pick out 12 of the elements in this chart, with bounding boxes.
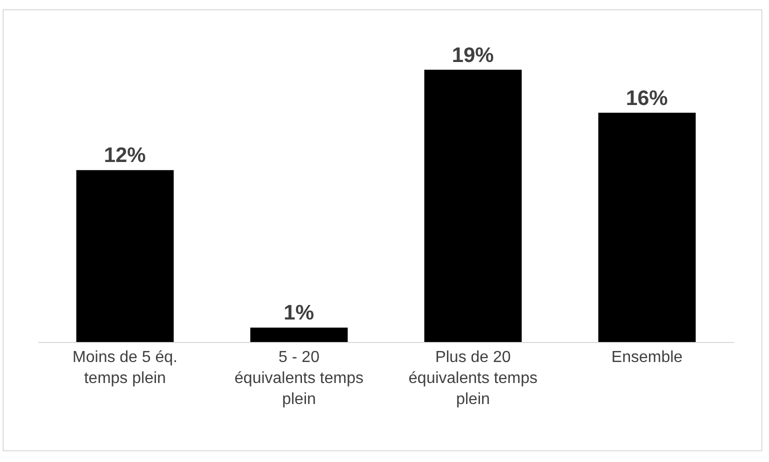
x-tick-label: Plus de 20 équivalents temps plein: [408, 349, 538, 408]
data-label: 12%: [104, 144, 146, 168]
x-tick-label: Moins de 5 éq. temps plein: [72, 349, 178, 387]
data-label: 1%: [284, 302, 314, 325]
data-label: 16%: [626, 86, 668, 110]
data-label: 19%: [452, 44, 494, 67]
bar: [598, 112, 696, 342]
bar: [250, 328, 348, 342]
bar: [76, 170, 174, 342]
x-tick-label: 5 - 20 équivalents temps plein: [234, 349, 364, 408]
bar: [424, 70, 522, 342]
x-tick-label: Ensemble: [611, 349, 683, 366]
